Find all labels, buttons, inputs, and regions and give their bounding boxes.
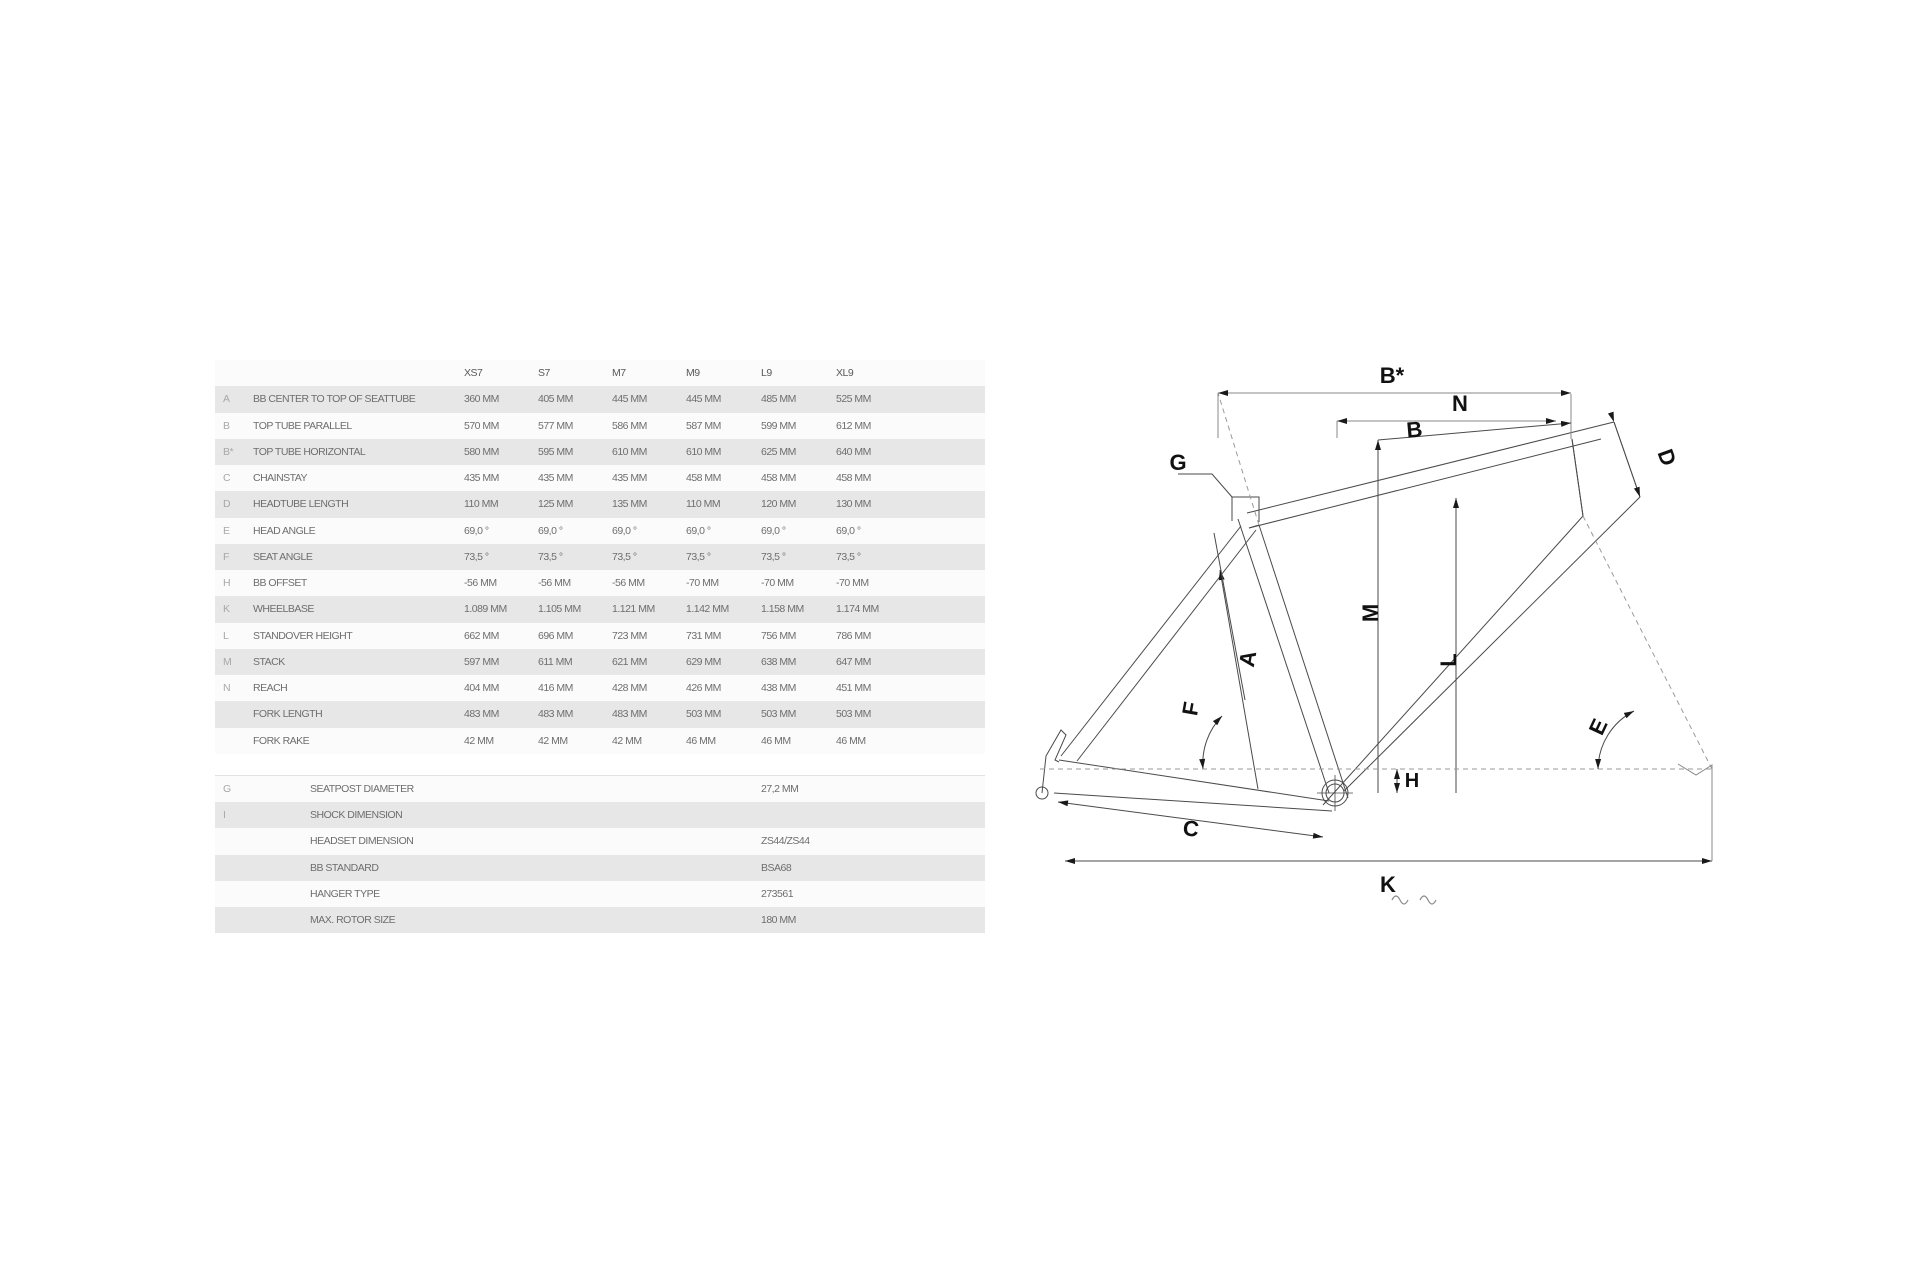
svg-text:G: G	[1169, 450, 1186, 475]
svg-text:M: M	[1358, 604, 1383, 622]
svg-text:H: H	[1405, 770, 1419, 792]
svg-text:B: B	[1405, 416, 1423, 442]
svg-text:F: F	[1177, 700, 1204, 718]
svg-text:D: D	[1653, 446, 1682, 469]
svg-text:C: C	[1182, 815, 1201, 842]
svg-text:L: L	[1436, 653, 1461, 666]
svg-text:N: N	[1452, 391, 1468, 416]
svg-text:K: K	[1380, 872, 1396, 897]
svg-text:B*: B*	[1380, 363, 1405, 388]
svg-text:A: A	[1234, 649, 1261, 669]
